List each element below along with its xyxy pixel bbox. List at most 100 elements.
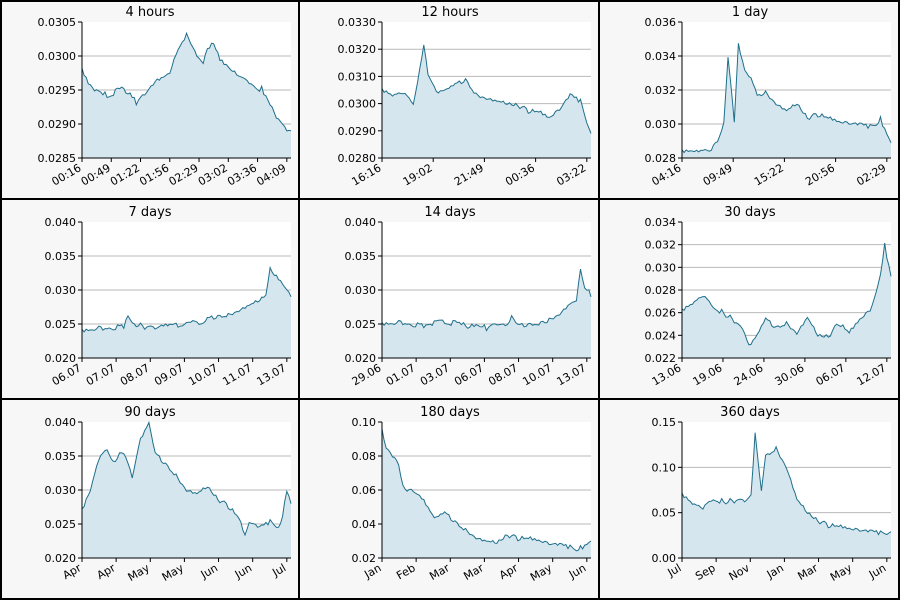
chart-title: 7 days [128,205,171,220]
x-tick-label: 01:22 [108,161,142,188]
series-line [681,43,892,154]
x-tick-label: Feb [394,561,417,582]
chart-svg-3: 7 days 0.020 0.025 0.030 0.035 0.040 06.07 07.0… [45,205,292,388]
x-tick-label: Mar [427,561,452,583]
x-tick-label: Sep [693,561,717,583]
y-tick-label: 0.08 [352,450,377,463]
series-area [682,43,891,158]
frame-left [0,0,2,600]
y-tick-label: 0.0300 [338,98,377,111]
x-tick-label: Apr [95,561,118,582]
chart-title: 14 days [424,205,476,220]
series-line [381,268,592,332]
chart-panel-360d: 360 days 0.00 0.05 0.10 0.15 Jul Sep Nov Jan Mar M… [600,400,900,600]
x-tick-label: 02:29 [167,161,201,188]
y-tick-label: 0.035 [345,250,377,263]
chart-svg-5: 30 days 0.022 0.024 0.026 0.028 0.030 0.032 0.0… [645,205,892,388]
chart-title: 30 days [724,205,776,220]
y-tick-label: 0.10 [652,461,677,474]
y-tick-label: 0.0320 [338,43,377,56]
chart-panel-14d: 14 days 0.020 0.025 0.030 0.035 0.040 29.06 01.… [300,200,600,400]
x-tick-label: Nov [727,561,753,583]
y-tick-label: 0.0290 [38,118,77,131]
frame-col1 [298,0,300,600]
series-area [82,33,291,159]
x-tick-label: 06.07 [452,361,486,388]
series-line [81,265,292,333]
x-tick-label: 01:56 [137,161,171,188]
chart-svg-4: 14 days 0.020 0.025 0.030 0.035 0.040 29.06 01.… [345,205,592,388]
y-tick-label: 0.0285 [38,152,77,165]
chart-title: 12 hours [421,5,478,20]
series-line [81,31,292,132]
y-tick-label: 0.025 [345,318,377,331]
x-tick-label: Mar [796,561,821,583]
y-tick-label: 0.0305 [38,16,77,29]
x-tick-label: 16:16 [350,161,384,188]
x-tick-label: May [528,561,555,584]
y-tick-label: 0.030 [645,261,677,274]
x-tick-label: Jun [566,561,588,581]
y-tick-label: 0.026 [645,307,677,320]
chart-svg-0: 4 hours 0.0285 0.0290 0.0295 0.0300 0.0305 00:… [38,5,292,188]
y-tick-label: 0.020 [45,352,77,365]
x-tick-label: Jun [198,561,220,581]
frame-right [898,0,900,600]
series-area [682,243,891,358]
y-tick-label: 0.0330 [338,16,377,29]
y-tick-label: 0.040 [45,216,77,229]
y-tick-label: 0.030 [645,118,677,131]
x-tick-label: 08.07 [486,361,520,388]
series-area [382,44,591,158]
chart-panel-30d: 30 days 0.022 0.024 0.026 0.028 0.030 0.032 0.0… [600,200,900,400]
x-tick-label: 12.07 [855,361,889,388]
x-tick-label: 21:49 [452,161,486,188]
x-tick-label: 19:02 [401,161,435,188]
y-tick-label: 0.020 [345,352,377,365]
series-area [382,269,591,358]
x-tick-label: 06.07 [50,361,84,388]
y-tick-label: 0.05 [652,507,677,520]
chart-title: 4 hours [126,5,175,20]
x-tick-label: Jul [269,561,288,579]
x-tick-label: 10.07 [186,361,220,388]
x-tick-label: 19.06 [691,361,725,388]
x-tick-label: May [126,561,153,584]
x-tick-label: 02:29 [854,161,888,188]
x-tick-label: 11.07 [220,361,254,388]
x-tick-label: 03:36 [225,161,259,188]
y-tick-label: 0.0290 [338,125,377,138]
x-tick-label: Jul [665,561,684,579]
x-tick-label: 20:56 [803,161,837,188]
x-tick-label: 03:22 [554,161,588,188]
x-tick-label: 24.06 [732,361,766,388]
frame-row1 [0,198,900,200]
y-tick-label: 0.034 [645,216,677,229]
chart-svg-8: 360 days 0.00 0.05 0.10 0.15 Jul Sep Nov Jan Mar M… [652,405,892,584]
series-line [681,243,892,346]
y-tick-label: 0.022 [645,352,677,365]
x-tick-label: 07.07 [84,361,118,388]
x-tick-label: 03.07 [418,361,452,388]
series-area [82,422,291,558]
chart-panel-4h: 4 hours 0.0285 0.0290 0.0295 0.0300 0.0305 00:… [0,0,300,200]
chart-svg-2: 1 day 0.028 0.030 0.032 0.034 0.036 04:16 09:49… [645,5,892,188]
frame-col2 [598,0,600,600]
chart-svg-1: 12 hours 0.0280 0.0290 0.0300 0.0310 0.0320 0.… [338,5,592,188]
y-tick-label: 0.035 [45,250,77,263]
x-tick-label: 10.07 [520,361,554,388]
frame-row2 [0,398,900,400]
y-tick-label: 0.02 [352,552,377,565]
x-tick-label: May [828,561,855,584]
chart-title: 180 days [420,405,480,420]
x-tick-label: 00:16 [50,161,84,188]
chart-panel-1d: 1 day 0.028 0.030 0.032 0.034 0.036 04:16 09:49… [600,0,900,200]
x-tick-label: May [160,561,187,584]
chart-panel-180d: 180 days 0.02 0.04 0.06 0.08 0.10 Jan Feb Mar Mar… [300,400,600,600]
y-tick-label: 0.0300 [38,50,77,63]
frame-bottom [0,598,900,600]
x-tick-label: 29.06 [350,361,384,388]
x-tick-label: 03:02 [196,161,230,188]
x-tick-label: 30.06 [773,361,807,388]
y-tick-label: 0.025 [45,318,77,331]
